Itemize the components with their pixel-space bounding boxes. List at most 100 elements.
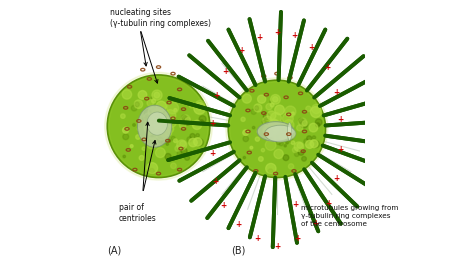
Circle shape <box>123 155 126 158</box>
Circle shape <box>304 139 309 144</box>
Circle shape <box>156 127 162 133</box>
Text: (B): (B) <box>231 245 245 255</box>
Circle shape <box>181 148 187 154</box>
Circle shape <box>123 134 129 140</box>
Circle shape <box>252 126 255 129</box>
Circle shape <box>262 120 266 124</box>
Circle shape <box>263 125 271 134</box>
Text: +: + <box>294 234 300 242</box>
Circle shape <box>311 104 321 114</box>
Circle shape <box>146 138 157 149</box>
Circle shape <box>150 116 161 127</box>
Circle shape <box>226 78 328 180</box>
Circle shape <box>165 154 171 160</box>
Circle shape <box>283 113 293 124</box>
Circle shape <box>250 146 253 149</box>
Circle shape <box>177 151 182 155</box>
Circle shape <box>195 100 205 110</box>
Circle shape <box>302 156 306 161</box>
Text: (A): (A) <box>107 245 121 255</box>
Circle shape <box>166 143 169 145</box>
Circle shape <box>302 121 307 126</box>
Circle shape <box>266 121 269 124</box>
Circle shape <box>167 102 178 114</box>
Circle shape <box>143 113 154 123</box>
Circle shape <box>181 115 190 124</box>
Circle shape <box>243 156 246 159</box>
Circle shape <box>153 117 162 127</box>
Circle shape <box>263 116 272 126</box>
Circle shape <box>152 99 156 103</box>
Circle shape <box>294 142 304 151</box>
Circle shape <box>107 75 210 178</box>
Circle shape <box>285 127 287 129</box>
Text: +: + <box>333 174 340 183</box>
Circle shape <box>148 130 157 139</box>
Text: +: + <box>236 220 242 229</box>
Circle shape <box>165 129 171 136</box>
Circle shape <box>311 107 321 118</box>
Circle shape <box>144 123 156 135</box>
Circle shape <box>166 125 174 133</box>
Circle shape <box>146 127 149 130</box>
Circle shape <box>269 119 279 130</box>
Circle shape <box>164 110 176 121</box>
Circle shape <box>307 136 311 141</box>
Circle shape <box>152 109 163 121</box>
Ellipse shape <box>147 112 168 135</box>
Circle shape <box>177 140 187 150</box>
Circle shape <box>168 124 170 126</box>
Circle shape <box>148 107 157 117</box>
Circle shape <box>283 120 294 130</box>
Circle shape <box>268 169 273 174</box>
Circle shape <box>259 157 263 161</box>
Circle shape <box>161 140 165 144</box>
Circle shape <box>156 125 160 128</box>
Circle shape <box>273 124 281 132</box>
Circle shape <box>267 111 276 120</box>
Circle shape <box>194 103 205 114</box>
Text: +: + <box>209 119 216 128</box>
Circle shape <box>273 130 276 134</box>
Circle shape <box>285 106 296 117</box>
Circle shape <box>279 141 283 146</box>
Circle shape <box>154 127 158 132</box>
Circle shape <box>309 123 318 132</box>
Circle shape <box>299 118 304 123</box>
Circle shape <box>139 155 144 160</box>
Circle shape <box>275 132 285 142</box>
Text: +: + <box>312 219 318 227</box>
Circle shape <box>143 123 152 131</box>
Circle shape <box>276 139 281 145</box>
Circle shape <box>170 163 176 169</box>
Circle shape <box>230 82 324 176</box>
Circle shape <box>189 102 195 108</box>
Circle shape <box>263 113 270 120</box>
Circle shape <box>150 127 155 132</box>
Circle shape <box>273 97 278 102</box>
Circle shape <box>184 155 190 160</box>
Circle shape <box>251 109 256 114</box>
Circle shape <box>153 123 161 132</box>
Circle shape <box>151 128 156 133</box>
Circle shape <box>298 118 307 127</box>
Circle shape <box>144 110 151 117</box>
Circle shape <box>266 104 272 110</box>
Text: +: + <box>292 200 298 209</box>
Circle shape <box>175 146 181 151</box>
Circle shape <box>265 140 276 150</box>
Circle shape <box>136 135 140 139</box>
Text: nucleating sites
(γ-tubulin ring complexes): nucleating sites (γ-tubulin ring complex… <box>110 8 211 28</box>
Text: +: + <box>213 92 219 100</box>
Circle shape <box>310 140 318 148</box>
Text: +: + <box>209 149 216 158</box>
Circle shape <box>269 130 274 134</box>
Circle shape <box>266 163 276 174</box>
Circle shape <box>134 100 143 108</box>
Circle shape <box>162 122 170 130</box>
Circle shape <box>134 102 139 107</box>
Circle shape <box>165 117 177 128</box>
Circle shape <box>295 152 299 156</box>
Text: +: + <box>254 234 260 242</box>
Circle shape <box>256 130 259 133</box>
